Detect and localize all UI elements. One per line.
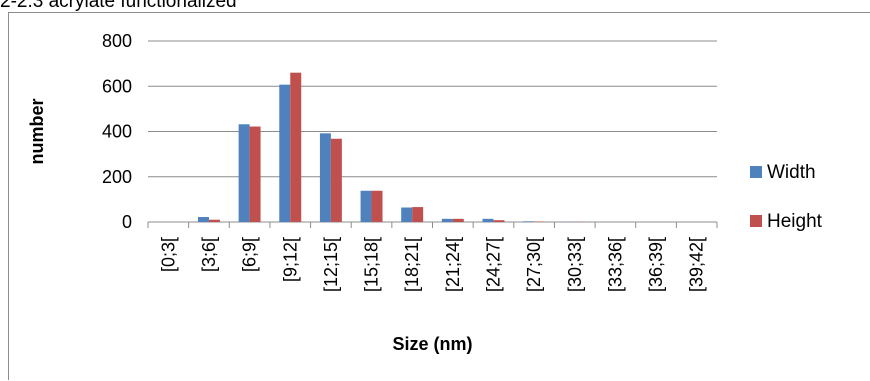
- x-tick-label: [30;33[: [565, 237, 585, 292]
- bar-width: [279, 85, 290, 222]
- x-tick-label: [12;15[: [321, 237, 341, 292]
- bar-height: [453, 219, 464, 222]
- x-tick-label: [36;39[: [646, 237, 666, 292]
- bar-height: [412, 207, 423, 222]
- x-tick-label: [21;24[: [443, 237, 463, 292]
- y-tick-label: 200: [102, 167, 132, 187]
- bar-width: [401, 208, 412, 222]
- bar-height: [209, 220, 220, 222]
- x-tick-label: [33;36[: [605, 237, 625, 292]
- bar-height: [331, 139, 342, 222]
- x-tick-label: [3;6[: [199, 237, 219, 272]
- y-tick-label: 400: [102, 122, 132, 142]
- x-tick-label: [0;3[: [158, 237, 178, 272]
- x-tick-label: [24;27[: [483, 237, 503, 292]
- legend: Width Height: [750, 162, 823, 232]
- bar-height: [250, 127, 261, 222]
- y-tick-label: 0: [122, 212, 132, 232]
- bar-width: [482, 219, 493, 222]
- gridlines: [148, 41, 717, 228]
- bar-width: [239, 124, 250, 222]
- chart-area: 0 200 400 600 800 [0;3[ [3;6[ [6;9[ [9;12[ [12;1…: [8, 12, 870, 380]
- y-axis-label: number: [27, 98, 47, 164]
- x-tick-label: [6;9[: [240, 237, 260, 272]
- x-tick-label: [18;21[: [402, 237, 422, 292]
- legend-label-height: Height: [767, 211, 823, 232]
- legend-label-width: Width: [767, 162, 816, 183]
- bar-chart: 0 200 400 600 800 [0;3[ [3;6[ [6;9[ [9;12[ [12;1…: [9, 13, 870, 381]
- bar-width: [198, 217, 209, 222]
- bar-height: [493, 220, 504, 222]
- x-tick-label: [15;18[: [362, 237, 382, 292]
- y-tick-labels: 0 200 400 600 800: [102, 31, 132, 232]
- bar-width: [523, 221, 534, 222]
- bar-height: [372, 191, 383, 222]
- x-tick-label: [9;12[: [280, 237, 300, 282]
- bar-width: [442, 219, 453, 222]
- x-tick-label: [27;30[: [524, 237, 544, 292]
- legend-swatch-width: [750, 166, 762, 178]
- y-tick-label: 600: [102, 76, 132, 96]
- x-tick-labels: [0;3[ [3;6[ [6;9[ [9;12[ [12;15[ [15;18[ [18;2…: [158, 237, 706, 292]
- x-axis-label: Size (nm): [392, 334, 472, 354]
- y-tick-label: 800: [102, 31, 132, 51]
- bar-height: [290, 73, 301, 222]
- x-tick-label: [39;42[: [687, 237, 707, 292]
- bar-width: [361, 191, 372, 222]
- bar-width: [320, 133, 331, 222]
- legend-swatch-height: [750, 215, 762, 227]
- bars: [198, 73, 586, 222]
